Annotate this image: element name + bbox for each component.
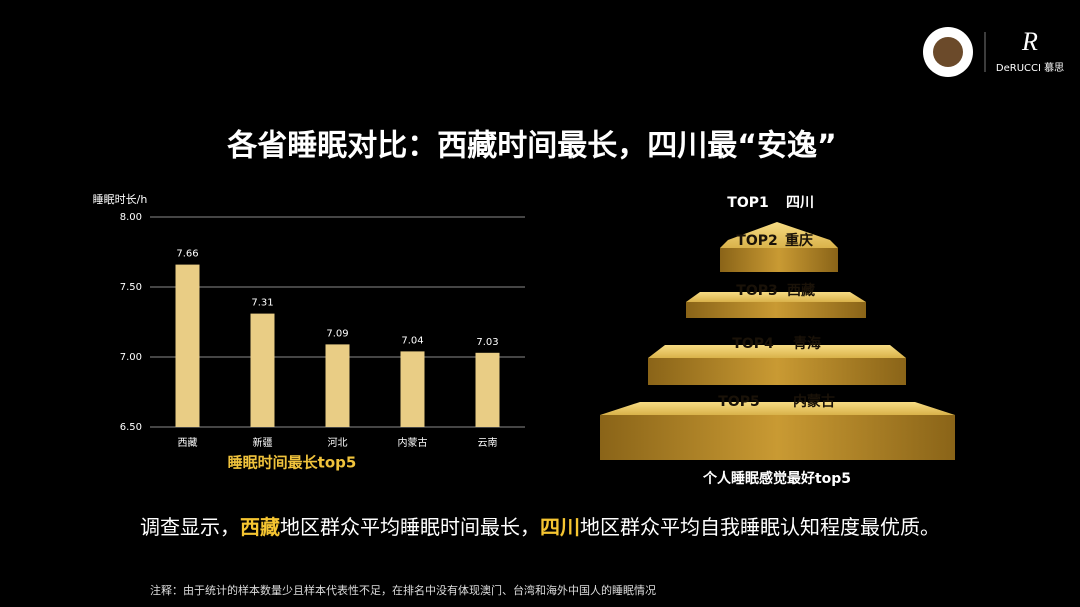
pyramid-rank: TOP5 [718, 394, 759, 410]
pyramid-name: 青海 [793, 335, 821, 352]
pyramid-name: 四川 [786, 195, 814, 211]
y-tick-label: 7.50 [120, 282, 142, 293]
pyramid-front [600, 415, 955, 460]
pyramid-name: 重庆 [785, 232, 813, 249]
x-tick-label: 西藏 [178, 437, 198, 449]
summary-highlight: 西藏 [240, 515, 280, 539]
pyramid-face [600, 402, 955, 415]
pyramid-front [686, 302, 866, 318]
pyramid-face [648, 345, 906, 358]
y-tick-label: 6.50 [120, 422, 142, 433]
bar [475, 352, 500, 427]
logo-brand: DeRUCCI 慕思 [996, 61, 1064, 74]
logo-seal-inner [933, 37, 963, 67]
x-tick-label: 河北 [328, 437, 348, 449]
logo: R DeRUCCI 慕思 [923, 27, 1064, 77]
pyramid-face [686, 292, 866, 302]
pyramid-top [720, 222, 838, 248]
pyramid-rank: TOP1 [727, 195, 768, 211]
pyramid: TOP1 四川 TOP2 重庆 TOP3 西藏 TOP4 青海 TOP5 内蒙古… [600, 195, 955, 487]
pyramid-rank: TOP4 [732, 336, 774, 352]
summary: 调查显示，西藏地区群众平均睡眠时间最长，四川地区群众平均自我睡眠认知程度最优质。 [140, 515, 940, 539]
slide-title: 各省睡眠对比：西藏时间最长，四川最“安逸” [226, 129, 836, 164]
chart-title: 睡眠时间最长top5 [228, 454, 357, 472]
footnote: 注释：由于统计的样本数量少且样本代表性不足，在排名中没有体现澳门、台湾和海外中国… [150, 583, 656, 597]
pyramid-name: 内蒙古 [793, 393, 835, 410]
x-tick-label: 新疆 [253, 436, 273, 449]
value-label: 7.03 [476, 337, 498, 348]
bar [175, 264, 200, 427]
y-axis-label: 睡眠时长/h [93, 193, 148, 206]
bar [325, 344, 350, 427]
pyramid-front [648, 358, 906, 385]
pyramid-rank: TOP2 [736, 233, 777, 249]
bar-chart: 睡眠时长/h 睡眠时间最长top5 6.50 7.00 7.50 8.00 西藏 7.66… [93, 193, 525, 472]
pyramid-front [720, 248, 838, 272]
x-tick-label: 云南 [478, 436, 498, 449]
x-tick-label: 内蒙古 [398, 436, 428, 449]
value-label: 7.31 [251, 298, 273, 309]
summary-text: 地区群众平均睡眠时间最长， [280, 515, 540, 539]
summary-text: 调查显示， [140, 515, 240, 539]
value-label: 7.04 [401, 335, 423, 346]
pyramid-name: 西藏 [787, 282, 815, 299]
value-label: 7.09 [326, 328, 348, 339]
summary-highlight: 四川 [540, 515, 580, 539]
bar [400, 351, 425, 427]
pyramid-caption: 个人睡眠感觉最好top5 [702, 470, 851, 487]
bar [250, 313, 275, 427]
summary-text: 地区群众平均自我睡眠认知程度最优质。 [580, 515, 940, 539]
logo-mark: R [1021, 27, 1038, 56]
value-label: 7.66 [176, 249, 198, 260]
y-tick-label: 8.00 [120, 212, 142, 223]
y-tick-label: 7.00 [120, 352, 142, 363]
pyramid-rank: TOP3 [736, 283, 777, 299]
